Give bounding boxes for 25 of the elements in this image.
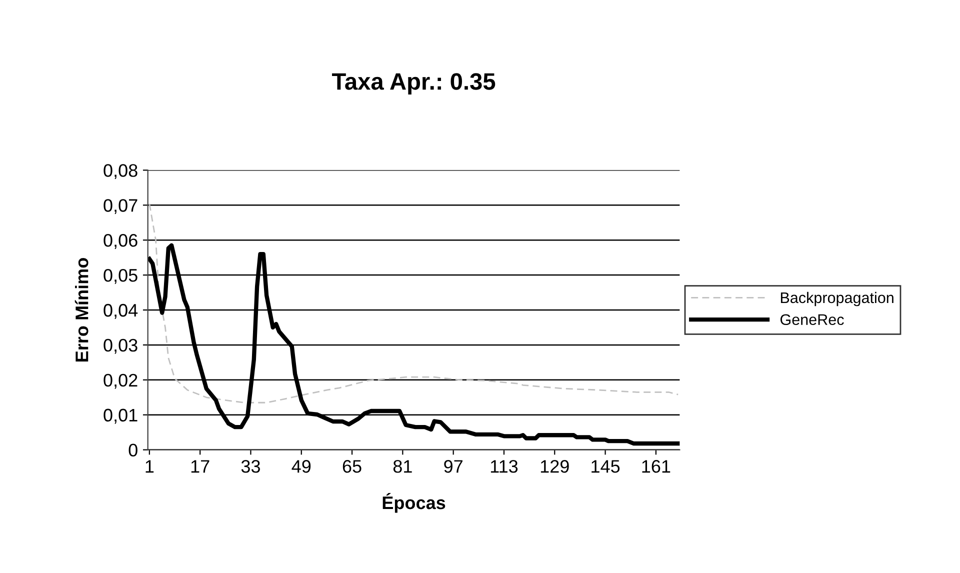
y-tick-label: 0,07 [104, 199, 138, 214]
x-tick-label: 145 [592, 460, 620, 473]
x-tick-label: 161 [642, 460, 670, 473]
legend-label: Backpropagation [780, 292, 894, 306]
y-tick-label: 0 [128, 444, 138, 457]
x-tick-label: 113 [490, 460, 518, 473]
y-tick-label: 0,02 [104, 374, 138, 389]
y-tick-label: 0,04 [104, 304, 138, 319]
x-tick-label: 81 [393, 460, 412, 473]
x-tick-label: 1 [146, 460, 154, 473]
x-tick-label: 49 [292, 460, 311, 473]
x-tick-label: 17 [191, 460, 210, 473]
x-tick-label: 97 [444, 460, 462, 473]
x-tick-label: 33 [241, 460, 260, 473]
y-tick-label: 0,03 [104, 338, 138, 354]
y-tick-label: 0,08 [104, 164, 138, 180]
x-axis-title: Épocas [382, 493, 446, 513]
x-tick-label: 129 [540, 460, 569, 473]
legend-label: GeneRec [780, 314, 844, 326]
chart-title: Taxa Apr.: 0.35 [332, 73, 496, 95]
y-tick-label: 0,01 [104, 408, 138, 424]
y-tick-label: 0,05 [104, 268, 138, 284]
y-tick-label: 0,06 [104, 234, 138, 249]
x-tick-label: 65 [342, 460, 362, 473]
y-axis-title: Erro Mínimo [74, 258, 88, 362]
